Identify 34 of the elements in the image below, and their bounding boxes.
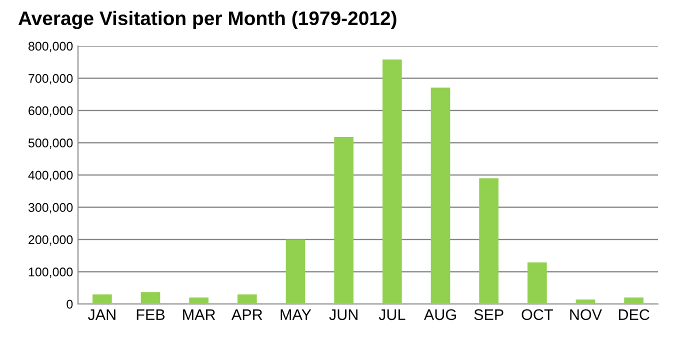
bar	[238, 294, 257, 304]
bar	[286, 240, 306, 304]
x-tick-label: NOV	[570, 309, 602, 320]
x-tick-label: MAR	[183, 309, 216, 320]
y-tick-label: 500,000	[28, 138, 73, 149]
bar	[140, 292, 160, 304]
bar	[382, 60, 402, 304]
y-tick-label: 0	[66, 300, 73, 309]
bar	[528, 262, 547, 304]
y-tick-label: 400,000	[28, 170, 73, 182]
bar	[92, 294, 112, 304]
bar	[576, 299, 596, 304]
y-tick-label: 300,000	[28, 203, 73, 214]
bar	[624, 298, 644, 304]
x-tick-label: JUL	[378, 309, 406, 320]
x-tick-label: SEP	[474, 309, 504, 320]
y-tick-label: 100,000	[28, 268, 73, 278]
y-tick-label: 200,000	[28, 235, 73, 246]
x-tick-label: AUG	[424, 309, 456, 320]
y-tick-label: 800,000	[28, 42, 73, 52]
bar	[430, 88, 450, 304]
x-tick-label: OCT	[522, 309, 553, 320]
x-tick-label: DEC	[618, 309, 650, 320]
x-tick-label: APR	[231, 309, 262, 320]
x-tick-label: FEB	[136, 309, 165, 320]
bar	[479, 178, 498, 304]
y-tick-label: 600,000	[28, 106, 73, 117]
y-tick-label: 700,000	[28, 74, 73, 84]
x-tick-label: JUN	[329, 309, 358, 320]
x-tick-label: MAY	[280, 309, 312, 320]
x-tick-label: JAN	[88, 309, 116, 320]
bar	[334, 136, 354, 304]
bar	[189, 298, 208, 304]
chart-title: Average Visitation per Month (1979-2012)	[18, 10, 396, 30]
